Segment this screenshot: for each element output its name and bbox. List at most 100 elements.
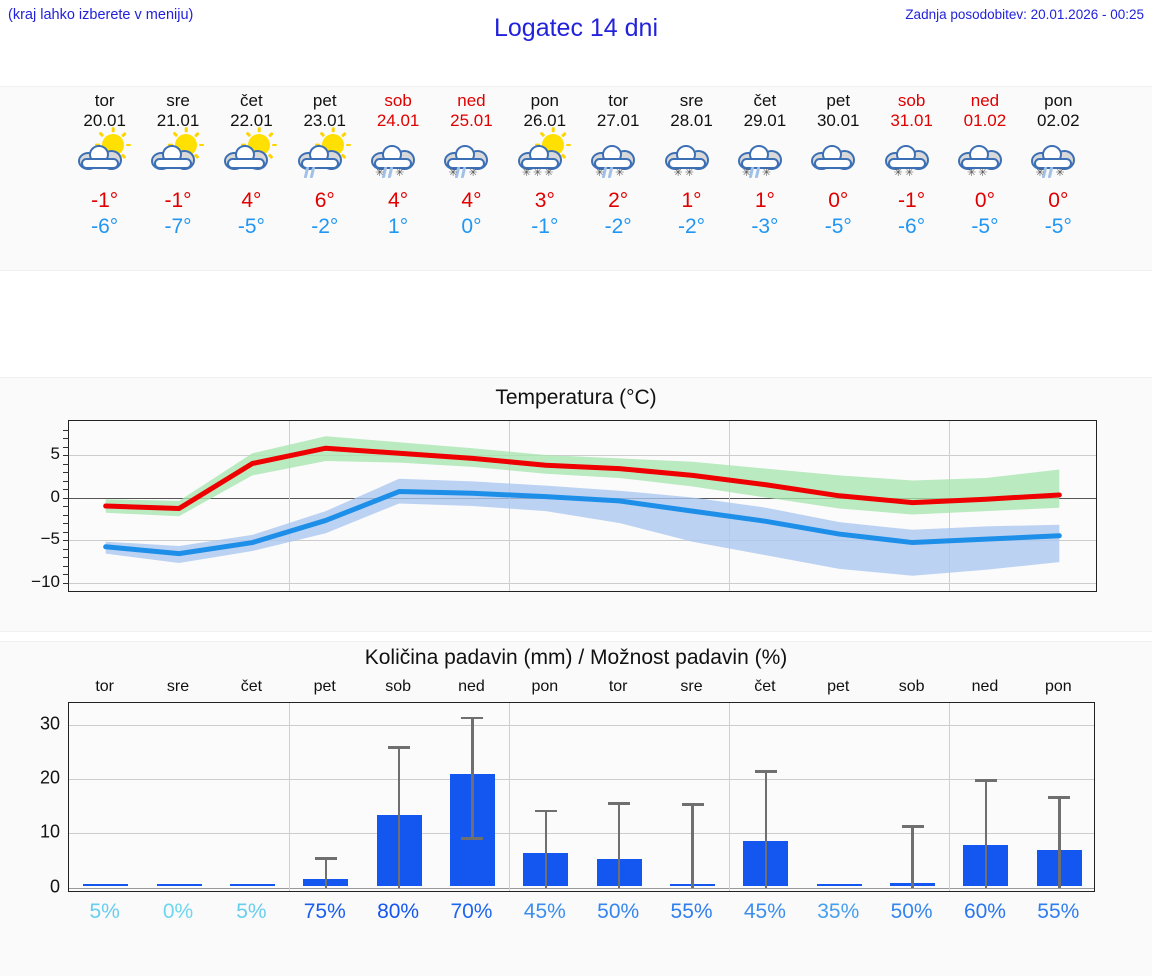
precipitation-probability-label: 50%	[597, 900, 640, 923]
precipitation-error-cap	[461, 716, 484, 720]
day-date: 01.02	[963, 111, 1007, 130]
cloud-glyph	[444, 145, 489, 170]
precipitation-probability-label: 55%	[1037, 900, 1080, 923]
gridline-vertical	[729, 703, 731, 891]
precipitation-error-bar	[984, 779, 988, 888]
snow-glyph: ✳✳	[893, 167, 917, 179]
precipitation-chart-section: Količina padavin (mm) / Možnost padavin …	[0, 641, 1152, 976]
day-column[interactable]: čet 22.01 4° -5°	[212, 87, 290, 240]
day-column[interactable]: tor 20.01 -1° -6°	[66, 87, 144, 240]
precipitation-day-label: sob	[898, 678, 925, 695]
gridline-horizontal	[69, 540, 1096, 541]
day-date: 23.01	[303, 111, 347, 130]
day-column[interactable]: sre 21.01 -1° -7°	[139, 87, 217, 240]
cloud-snow-icon: ✳✳	[873, 134, 951, 186]
day-date: 20.01	[83, 111, 126, 130]
axis-tick	[63, 480, 69, 482]
precipitation-y-tick-label: 0	[49, 876, 60, 897]
precipitation-error-bar	[544, 809, 548, 888]
day-column[interactable]: sre 28.01 ✳✳ 1° -2°	[653, 87, 731, 240]
gridline-horizontal	[69, 724, 1094, 726]
day-temp-min: -3°	[751, 215, 779, 238]
gridline-horizontal	[69, 887, 1094, 889]
day-temp-min: -2°	[677, 215, 706, 238]
day-column[interactable]: sob 31.01 ✳✳ -1° -6°	[873, 87, 951, 240]
day-column[interactable]: tor 27.01 ✳ ✳ 2° -2°	[579, 87, 657, 240]
day-date: 21.01	[156, 111, 200, 130]
precipitation-bar[interactable]	[83, 884, 129, 886]
cloud-rain-snow-icon: ✳ ✳	[726, 134, 804, 186]
precipitation-error-cap	[974, 779, 997, 782]
day-temp-max: 4°	[388, 189, 409, 212]
axis-tick	[63, 540, 69, 541]
precipitation-day-label: sre	[680, 678, 703, 695]
day-column[interactable]: pet 30.01 0° -5°	[799, 87, 877, 240]
day-temp-max: 1°	[681, 189, 702, 212]
axis-tick	[63, 472, 69, 473]
day-column[interactable]: pon 26.01 ✳✳✳ 3° -1°	[506, 87, 584, 240]
precipitation-error-bar	[764, 770, 768, 888]
day-column[interactable]: pon 02.02 ✳ ✳ 0° -5°	[1019, 87, 1097, 240]
precipitation-error-bar	[1058, 796, 1061, 888]
snow-glyph: ✳✳	[673, 167, 696, 179]
day-temp-min: 1°	[388, 215, 409, 238]
axis-tick	[63, 497, 69, 499]
snow-glyph: ✳	[448, 167, 460, 179]
precipitation-chart-title: Količina padavin (mm) / Možnost padavin …	[364, 646, 788, 669]
menu-hint-text: (kraj lahko izberete v meniju)	[8, 7, 194, 23]
day-temp-max: 0°	[974, 189, 995, 212]
snow-glyph: ✳	[468, 167, 480, 179]
precipitation-bar[interactable]	[816, 884, 862, 886]
precipitation-day-label: sob	[385, 678, 411, 695]
day-date: 24.01	[376, 111, 420, 130]
cloud-snow-icon: ✳✳	[653, 134, 731, 186]
day-column[interactable]: sob 24.01 ✳ ✳ 4° 1°	[359, 87, 437, 240]
precipitation-error-bar	[911, 825, 914, 888]
day-of-week: ned	[970, 91, 1000, 110]
day-temp-min: -1°	[531, 215, 559, 238]
precipitation-error-bar	[617, 802, 621, 888]
precipitation-y-tick-label: 20	[39, 767, 60, 788]
day-of-week: pon	[1044, 91, 1073, 110]
axis-tick	[63, 531, 69, 533]
axis-tick	[63, 438, 69, 439]
axis-tick	[63, 582, 69, 584]
partly-cloudy-icon	[66, 127, 144, 186]
precipitation-error-cap	[681, 803, 704, 806]
precipitation-bar[interactable]	[156, 884, 202, 886]
cloud-glyph	[884, 145, 929, 170]
day-date: 29.01	[743, 111, 787, 130]
axis-tick	[63, 489, 69, 490]
day-date: 25.01	[450, 111, 493, 130]
precipitation-probability-label: 35%	[817, 900, 860, 923]
precipitation-day-label: pon	[1044, 678, 1072, 695]
snow-glyph: ✳✳	[966, 167, 990, 179]
precipitation-error-bar	[397, 746, 401, 888]
precipitation-plot-area	[68, 702, 1095, 892]
snow-glyph: ✳	[1055, 167, 1067, 179]
temperature-line	[103, 489, 1062, 557]
cloud-glyph	[77, 145, 122, 170]
precipitation-error-cap	[608, 802, 631, 805]
cloud-glyph	[811, 145, 856, 170]
day-temp-min: -2°	[604, 215, 632, 238]
day-temp-max: -1°	[898, 189, 926, 212]
day-date: 28.01	[670, 111, 713, 130]
day-temp-min: -6°	[91, 215, 119, 238]
day-temp-min: -5°	[824, 215, 852, 238]
day-column[interactable]: ned 01.02 ✳✳ 0° -5°	[946, 87, 1024, 240]
snow-glyph: ✳	[615, 167, 627, 179]
day-column[interactable]: čet 29.01 ✳ ✳ 1° -3°	[726, 87, 804, 240]
precipitation-error-bar	[691, 803, 694, 888]
precipitation-bar[interactable]	[229, 884, 275, 886]
precipitation-probability-label: 0%	[162, 900, 194, 923]
precipitation-day-label: čet	[240, 678, 263, 695]
day-column[interactable]: pet 23.01 6° -2°	[286, 87, 364, 240]
precipitation-day-label: pon	[531, 678, 559, 695]
day-temp-max: -1°	[164, 189, 192, 212]
snow-glyph: ✳	[595, 167, 607, 179]
day-column[interactable]: ned 25.01 ✳ ✳ 4° 0°	[432, 87, 510, 240]
cloud-glyph	[224, 145, 269, 170]
precipitation-y-tick-label: 30	[39, 713, 60, 734]
temperature-series-svg	[103, 436, 1062, 576]
